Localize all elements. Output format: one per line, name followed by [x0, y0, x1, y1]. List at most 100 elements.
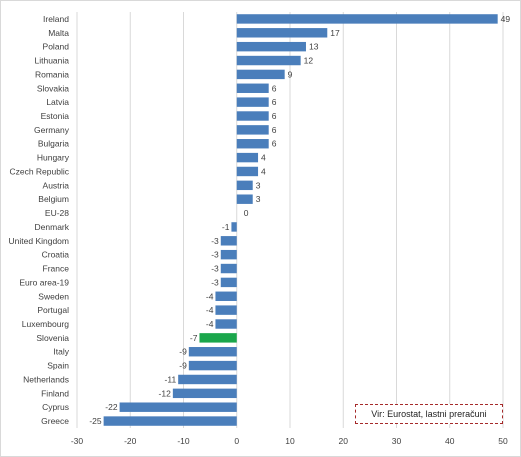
- data-label: -25: [89, 416, 102, 426]
- category-label: Lithuania: [34, 56, 69, 66]
- bar: [215, 291, 237, 301]
- x-tick-label: 40: [445, 436, 455, 446]
- x-tick-label: 0: [234, 436, 239, 446]
- data-label: -1: [222, 222, 230, 232]
- category-label: Italy: [53, 347, 69, 357]
- bar: [236, 152, 259, 163]
- category-label: Poland: [43, 42, 70, 52]
- category-label: Netherlands: [23, 374, 69, 384]
- bar: [236, 139, 269, 149]
- bar: [236, 125, 269, 135]
- bar: [199, 333, 237, 343]
- bar: [215, 305, 237, 315]
- bar: [236, 83, 269, 93]
- category-label: United Kingdom: [9, 236, 69, 246]
- data-label: -3: [211, 277, 219, 287]
- category-label: Denmark: [35, 222, 70, 232]
- category-label: France: [43, 264, 70, 274]
- bar: [220, 236, 237, 246]
- bar: [236, 166, 259, 177]
- bar: [236, 41, 306, 52]
- category-label: Cyprus: [42, 402, 69, 412]
- data-label: 9: [288, 69, 293, 79]
- data-label: -9: [179, 361, 187, 371]
- bar: [188, 347, 237, 357]
- data-label: -3: [211, 264, 219, 274]
- bar: [236, 14, 498, 24]
- bar: [236, 55, 301, 66]
- x-tick-label: -20: [124, 436, 137, 446]
- category-label: Portugal: [37, 305, 69, 315]
- data-label: -4: [206, 319, 214, 329]
- data-label: 6: [272, 83, 277, 93]
- x-tick-label: -30: [71, 436, 84, 446]
- category-label: Germany: [34, 125, 70, 135]
- bar: [236, 194, 253, 204]
- category-label: Finland: [41, 388, 69, 398]
- x-tick-label: 30: [392, 436, 402, 446]
- data-label: -4: [206, 305, 214, 315]
- x-tick-label: -10: [177, 436, 190, 446]
- data-label: -22: [105, 402, 118, 412]
- data-label: -3: [211, 250, 219, 260]
- data-label: -7: [190, 333, 198, 343]
- category-label: Croatia: [42, 250, 70, 260]
- category-label: Czech Republic: [9, 166, 69, 176]
- x-tick-label: 20: [339, 436, 349, 446]
- data-label: 17: [330, 28, 340, 38]
- category-label: Malta: [48, 28, 69, 38]
- category-label: Latvia: [46, 97, 69, 107]
- source-note-text: Vir: Eurostat, lastni preračuni: [371, 409, 487, 419]
- category-label: Euro area-19: [19, 277, 69, 287]
- category-label: Sweden: [38, 291, 69, 301]
- bar: [188, 360, 237, 371]
- category-label: Ireland: [43, 14, 69, 24]
- category-label: Estonia: [41, 111, 70, 121]
- data-label: 0: [244, 208, 249, 218]
- data-label: 6: [272, 125, 277, 135]
- bar: [172, 388, 237, 399]
- category-label: Greece: [41, 416, 69, 426]
- bar: [236, 69, 285, 80]
- category-label: Bulgaria: [38, 139, 69, 149]
- source-note: Vir: Eurostat, lastni preračuni: [355, 404, 503, 424]
- bar: [231, 222, 237, 232]
- data-label: 4: [261, 153, 266, 163]
- data-label: 6: [272, 111, 277, 121]
- category-label: Luxembourg: [22, 319, 70, 329]
- category-label: Austria: [43, 180, 70, 190]
- data-label: -9: [179, 347, 187, 357]
- data-label: -3: [211, 236, 219, 246]
- x-tick-label: 10: [285, 436, 295, 446]
- bar: [220, 277, 237, 288]
- bar: [236, 111, 269, 121]
- data-label: 6: [272, 139, 277, 149]
- category-label: Spain: [47, 361, 69, 371]
- data-label: 3: [256, 194, 261, 204]
- x-tick-label: 50: [498, 436, 508, 446]
- bar: [236, 180, 253, 191]
- category-label: EU-28: [45, 208, 69, 218]
- data-label: 49: [501, 14, 511, 24]
- data-label: 6: [272, 97, 277, 107]
- data-label: 13: [309, 42, 319, 52]
- category-label: Belgium: [38, 194, 69, 204]
- bar: [103, 416, 237, 426]
- bar: [178, 374, 237, 385]
- bar: [236, 97, 269, 107]
- bar: [119, 402, 237, 412]
- data-label: 12: [304, 56, 314, 66]
- category-label: Slovenia: [36, 333, 69, 343]
- category-label: Hungary: [37, 153, 70, 163]
- category-label: Slovakia: [37, 83, 69, 93]
- data-label: -4: [206, 291, 214, 301]
- data-label: 4: [261, 166, 266, 176]
- data-label: -11: [165, 374, 177, 384]
- data-label: -12: [159, 388, 172, 398]
- bar: [220, 263, 237, 274]
- bar: [220, 249, 237, 260]
- bar: [215, 319, 237, 329]
- data-label: 3: [256, 180, 261, 190]
- category-label: Romania: [35, 69, 69, 79]
